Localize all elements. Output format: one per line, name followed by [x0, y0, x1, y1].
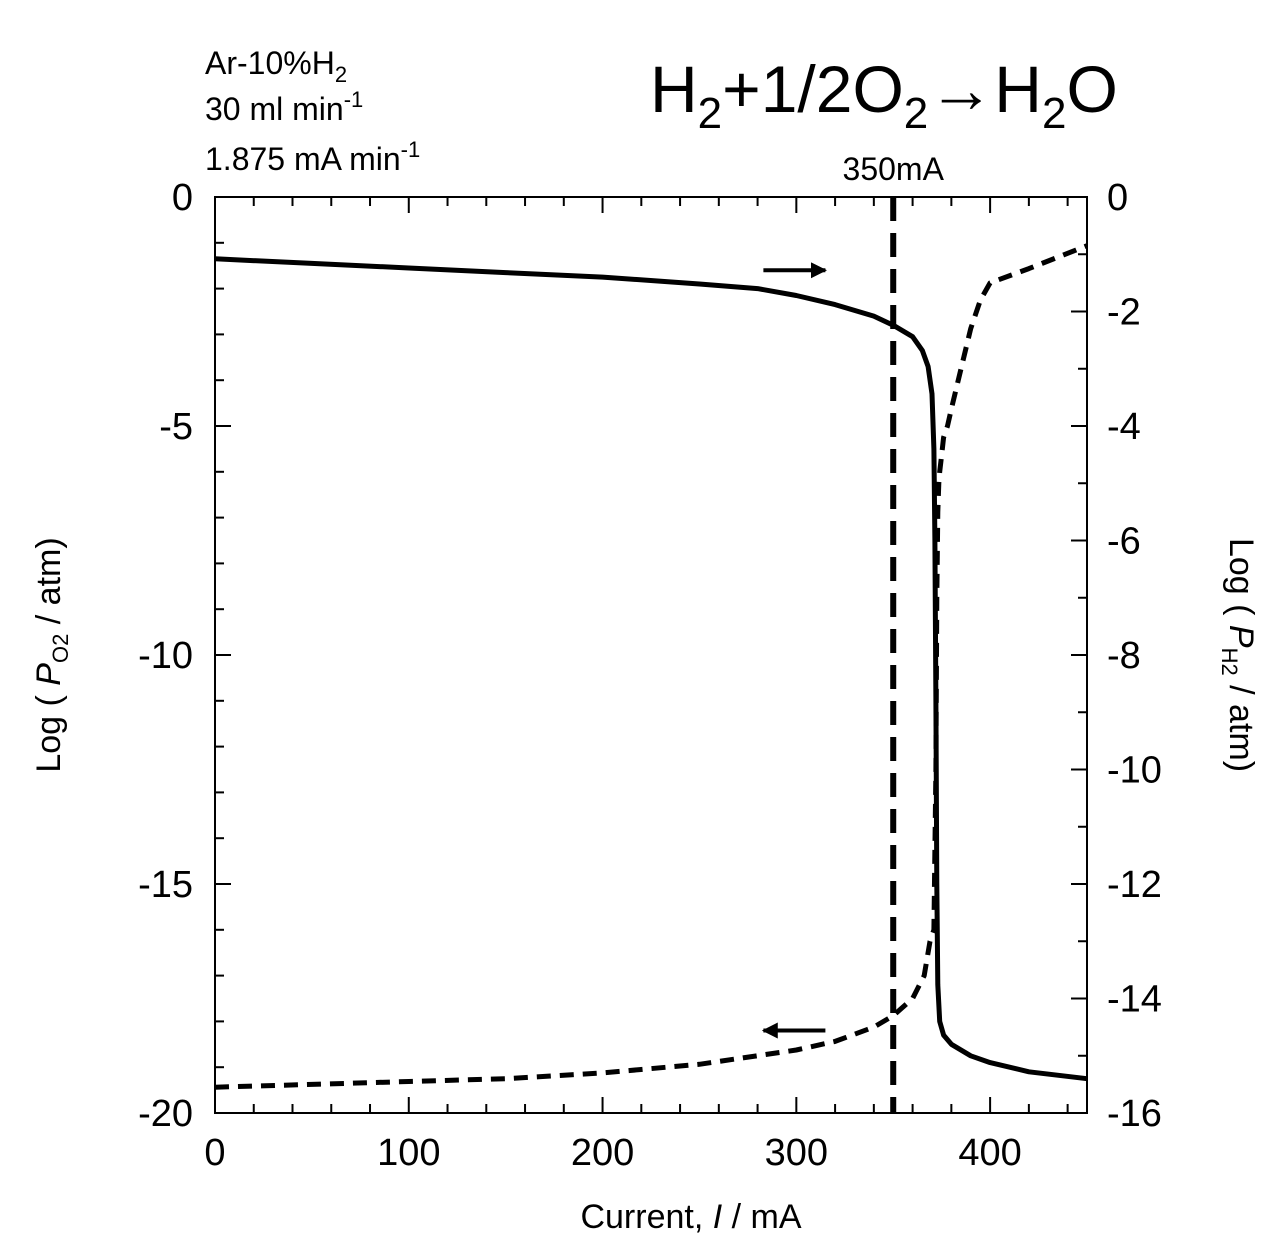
annotation-layer — [761, 197, 897, 1113]
x-tick-label: 100 — [377, 1132, 440, 1174]
y-right-tick-label: -14 — [1107, 979, 1162, 1021]
y-left-tick-label: -20 — [138, 1093, 193, 1135]
tick-labels-layer: 0 100 200 300 400 0 -5 -10 -15 -20 0 -2 -4 -6 -8 -10 -12… — [138, 177, 1162, 1174]
condition-rate: 1.875 mA min-1 — [205, 137, 420, 177]
y-right-tick-label: -2 — [1107, 292, 1141, 334]
y-right-axis-label: Log ( PH2 / atm) — [1217, 538, 1260, 772]
marker-350ma-label: 350mA — [843, 151, 945, 187]
condition-gas: Ar-10%H2 — [205, 45, 347, 87]
y-left-tick-label: 0 — [172, 177, 193, 219]
series-ph2-line — [214, 243, 1088, 1090]
y-right-tick-label: -16 — [1107, 1093, 1162, 1135]
x-axis-label: Current, I / mA — [580, 1198, 801, 1236]
y-right-tick-label: -6 — [1107, 521, 1141, 563]
condition-flow: 30 ml min-1 — [205, 87, 363, 127]
x-tick-label: 200 — [571, 1132, 634, 1174]
reaction-equation: H2+1/2O2→H2O — [650, 52, 1118, 138]
series-po2-line — [214, 256, 1088, 1082]
x-tick-label: 0 — [204, 1132, 225, 1174]
x-tick-label: 400 — [958, 1132, 1021, 1174]
y-left-tick-label: -10 — [138, 635, 193, 677]
y-right-tick-label: -12 — [1107, 864, 1162, 906]
y-left-tick-label: -15 — [138, 864, 193, 906]
series-layer — [214, 243, 1088, 1090]
plot-frame — [214, 196, 1088, 1114]
ticks-layer — [214, 196, 1087, 1114]
y-left-axis-label: Log ( PO2 / atm) — [30, 537, 73, 772]
x-tick-label: 300 — [765, 1132, 828, 1174]
y-left-tick-label: -5 — [159, 406, 193, 448]
y-right-tick-label: -8 — [1107, 635, 1141, 677]
y-right-tick-label: -4 — [1107, 406, 1141, 448]
y-right-tick-label: 0 — [1107, 177, 1128, 219]
y-right-tick-label: -10 — [1107, 750, 1162, 792]
